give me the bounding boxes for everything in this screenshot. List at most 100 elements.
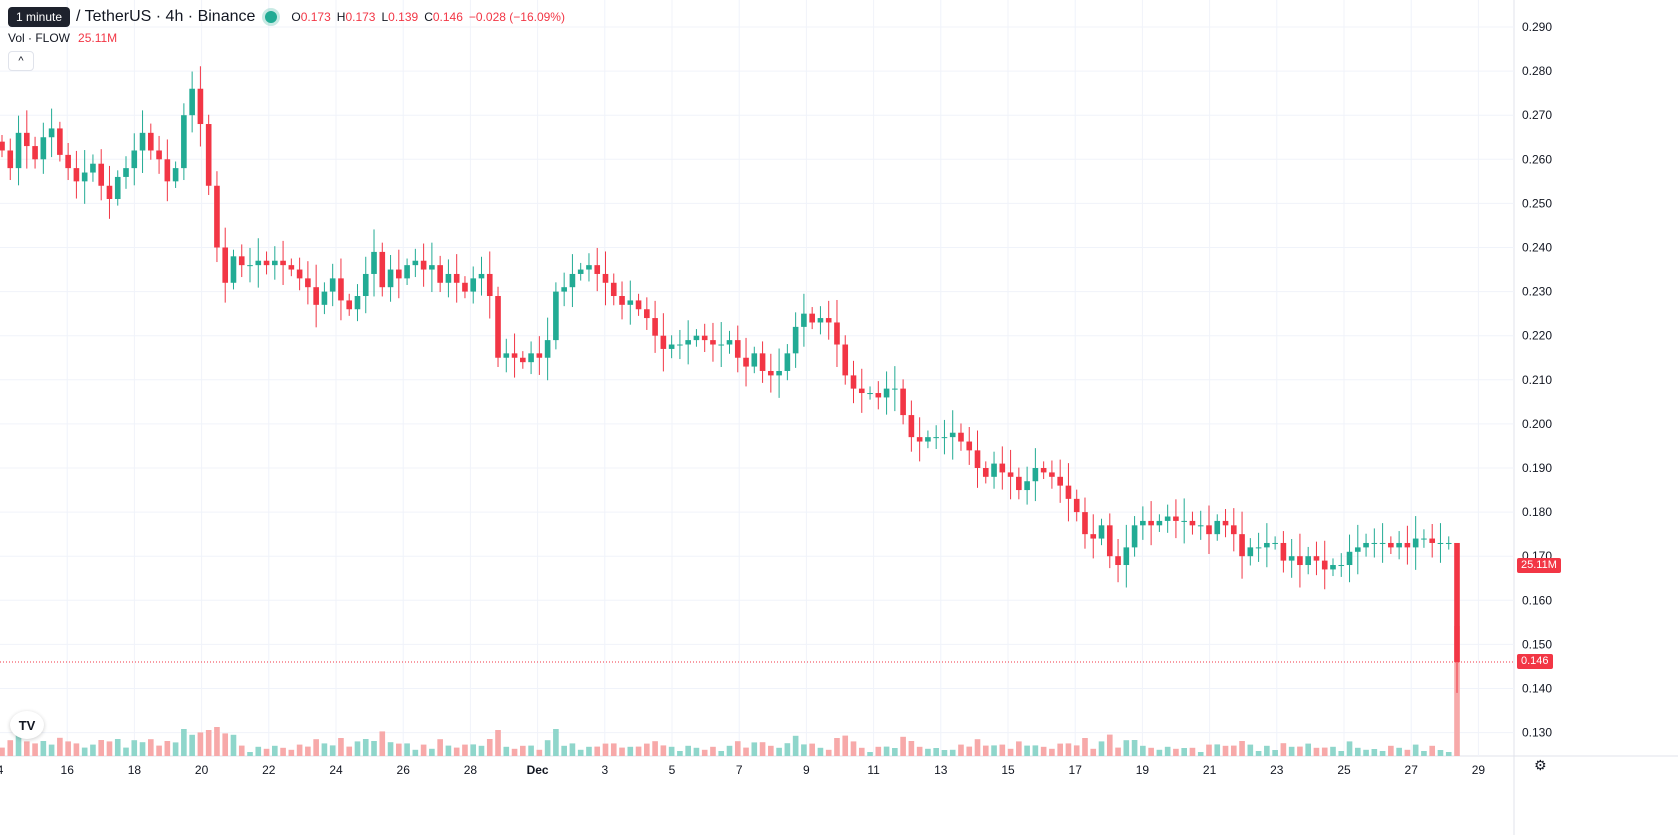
ohlc-values: O 0.173 H 0.173 L 0.139 C 0.146 −0.028 (−16.… bbox=[285, 10, 565, 24]
volume-bar bbox=[462, 744, 468, 756]
candle-body bbox=[379, 251, 386, 288]
volume-bar bbox=[90, 744, 96, 756]
candle-body bbox=[1388, 542, 1394, 548]
candle-body bbox=[1354, 547, 1361, 552]
candle-body bbox=[164, 159, 171, 182]
volume-bar bbox=[263, 748, 270, 756]
volume-bar bbox=[718, 751, 725, 756]
volume-bar bbox=[1280, 743, 1287, 756]
volume-bar bbox=[437, 739, 443, 756]
candle-body bbox=[1106, 525, 1113, 557]
volume-legend[interactable]: Vol · FLOW 25.11M bbox=[8, 31, 117, 45]
x-tick-label: 20 bbox=[195, 763, 209, 777]
volume-bar bbox=[751, 742, 758, 756]
candle-body bbox=[875, 393, 882, 398]
x-tick-label: 13 bbox=[934, 763, 948, 777]
volume-bar bbox=[1239, 741, 1245, 756]
candle-body bbox=[586, 265, 592, 270]
volume-bar bbox=[429, 748, 435, 756]
y-tick-label: 0.150 bbox=[1522, 637, 1552, 651]
volume-bar bbox=[1189, 747, 1196, 756]
candle-body bbox=[495, 296, 501, 358]
volume-bar bbox=[1098, 741, 1105, 756]
collapse-legend-button[interactable]: ^ bbox=[8, 51, 34, 71]
candle-body bbox=[792, 326, 799, 354]
candle-body bbox=[263, 260, 270, 266]
volume-bar bbox=[586, 746, 592, 756]
volume-bar bbox=[1164, 746, 1171, 756]
x-tick-label: 25 bbox=[1337, 763, 1351, 777]
candle-body bbox=[1222, 520, 1229, 526]
x-tick-label: 29 bbox=[1472, 763, 1486, 777]
volume-bar bbox=[768, 745, 774, 756]
candle-body bbox=[7, 150, 14, 169]
symbol-title[interactable]: / TetherUS · 4h · Binance bbox=[76, 8, 256, 25]
x-tick-label: 27 bbox=[1405, 763, 1419, 777]
candle-body bbox=[1421, 538, 1427, 540]
candle-body bbox=[1445, 542, 1452, 544]
candle-body bbox=[1404, 542, 1411, 548]
candle-body bbox=[1206, 525, 1212, 535]
volume-bar bbox=[172, 742, 179, 756]
price-axis[interactable]: 0.290 0.280 0.270 0.260 0.250 0.240 0.230 0.220… bbox=[1522, 20, 1552, 740]
y-tick-label: 0.260 bbox=[1522, 152, 1552, 166]
volume-bar bbox=[801, 744, 807, 756]
volume-bar bbox=[1429, 745, 1436, 756]
x-tick-label: 9 bbox=[803, 763, 810, 777]
interval-badge[interactable]: 1 minute bbox=[8, 7, 71, 27]
candle-body bbox=[1164, 516, 1171, 521]
volume-bar bbox=[958, 744, 964, 756]
volume-bar bbox=[685, 745, 691, 756]
volume-bar bbox=[346, 746, 353, 756]
candle-body bbox=[544, 340, 551, 358]
volume-bar bbox=[644, 743, 650, 756]
volume-bar bbox=[726, 745, 733, 756]
candle-body bbox=[205, 124, 212, 186]
volume-bar bbox=[1156, 749, 1163, 756]
volume-bar bbox=[817, 747, 824, 756]
volume-bar bbox=[1346, 741, 1353, 756]
candle-body bbox=[1090, 534, 1097, 539]
candle-body bbox=[486, 273, 493, 297]
x-tick-label: 26 bbox=[397, 763, 411, 777]
x-tick-label: 5 bbox=[669, 763, 676, 777]
volume-bar bbox=[982, 745, 989, 756]
volume-bar bbox=[677, 751, 683, 756]
candle-body bbox=[230, 256, 237, 283]
volume-bar bbox=[949, 749, 956, 756]
volume-bar bbox=[1230, 745, 1237, 756]
candle-body bbox=[453, 273, 460, 283]
x-tick-label: 23 bbox=[1270, 763, 1284, 777]
x-tick-label: 28 bbox=[464, 763, 478, 777]
candle-body bbox=[528, 353, 534, 363]
candle-body bbox=[1272, 542, 1278, 544]
volume-bar bbox=[288, 749, 295, 756]
candle-body bbox=[900, 388, 906, 416]
candle-body bbox=[321, 291, 328, 305]
candle-body bbox=[1173, 516, 1179, 521]
volume-bar bbox=[7, 740, 14, 756]
volume-bar bbox=[1247, 744, 1254, 756]
volume-bar bbox=[1222, 745, 1229, 756]
volume-bar bbox=[1264, 745, 1270, 756]
candle-body bbox=[338, 278, 344, 301]
candle-body bbox=[842, 344, 849, 376]
volume-bar bbox=[1040, 746, 1047, 756]
tradingview-logo-icon[interactable]: TV bbox=[10, 711, 44, 739]
candle-body bbox=[941, 437, 948, 439]
volume-bar bbox=[362, 739, 369, 756]
volume-bar bbox=[1073, 745, 1080, 756]
volume-bar bbox=[1412, 744, 1419, 756]
gear-icon[interactable]: ⚙ bbox=[1534, 757, 1547, 773]
volume-bar bbox=[272, 745, 278, 756]
volume-bar bbox=[1330, 746, 1336, 756]
volume-bar bbox=[420, 744, 427, 756]
volume-bar bbox=[1181, 748, 1187, 756]
candle-body bbox=[619, 296, 625, 305]
volume-bar bbox=[610, 743, 617, 756]
close-value: 0.146 bbox=[432, 10, 463, 24]
volume-bar bbox=[396, 743, 402, 756]
candle-body bbox=[1247, 547, 1254, 557]
time-axis[interactable]: 4 16 18 20 22 24 26 28 Dec 3 5 7 9 11 13 15 17 19 21 23 25 27… bbox=[0, 763, 1485, 777]
